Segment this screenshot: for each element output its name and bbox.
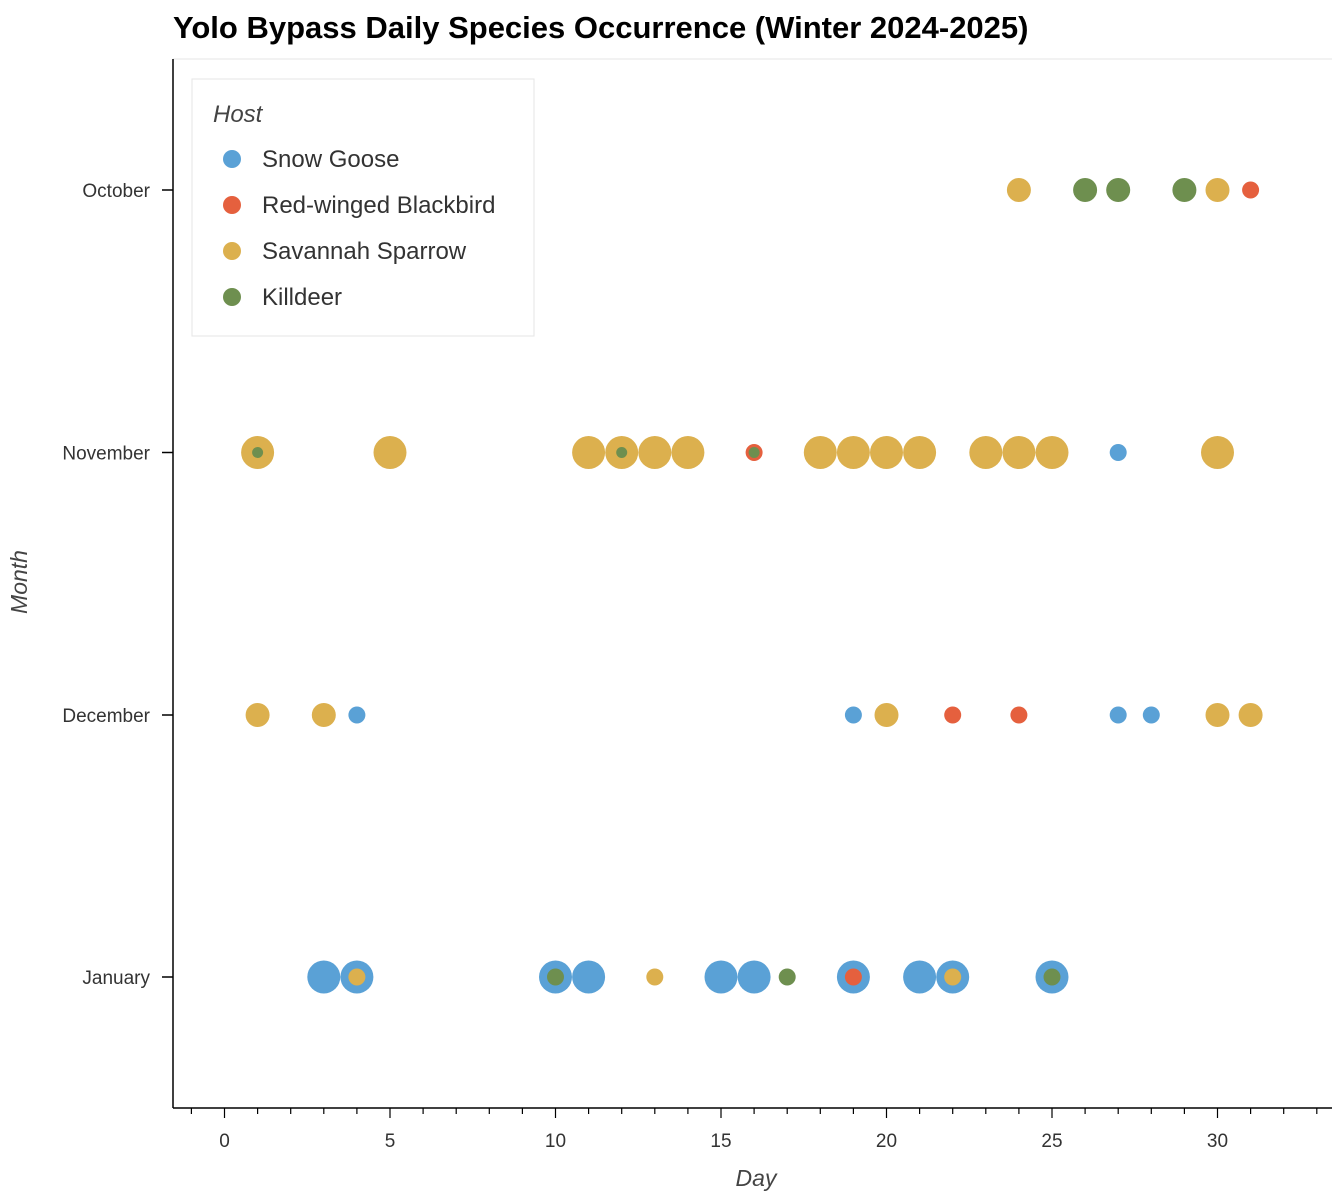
point-killdeer [748, 447, 760, 458]
legend-label-killdeer: Killdeer [262, 284, 342, 311]
y-tick-label-october: October [82, 181, 150, 202]
point-savannah-sparrow [1002, 436, 1036, 469]
x-tick-label-5: 5 [385, 1131, 396, 1152]
x-tick-label-25: 25 [1041, 1131, 1062, 1152]
y-tick-label-november: November [62, 444, 150, 465]
point-savannah-sparrow [803, 436, 837, 469]
point-savannah-sparrow [348, 968, 366, 986]
point-savannah-sparrow [944, 968, 962, 986]
legend-box [191, 78, 535, 337]
point-snow-goose [704, 960, 738, 994]
y-axis-title: Month [6, 550, 32, 614]
point-killdeer [252, 447, 264, 458]
point-red-winged-blackbird [1242, 181, 1260, 199]
point-savannah-sparrow [1238, 703, 1263, 727]
point-snow-goose [307, 960, 341, 994]
point-killdeer [1172, 178, 1197, 202]
point-savannah-sparrow [646, 968, 664, 986]
y-tick-label-december: December [62, 706, 150, 727]
point-snow-goose [572, 960, 606, 994]
legend-label-snow-goose: Snow Goose [262, 146, 399, 173]
point-killdeer [1073, 178, 1098, 202]
point-savannah-sparrow [1205, 703, 1230, 727]
point-snow-goose [1142, 706, 1160, 724]
y-tick-label-january: January [82, 968, 150, 989]
point-savannah-sparrow [311, 703, 336, 727]
point-savannah-sparrow [572, 436, 606, 469]
point-savannah-sparrow [969, 436, 1003, 469]
x-tick-label-0: 0 [219, 1131, 230, 1152]
x-axis: 0 5 10 15 20 25 30 [190, 1108, 1318, 1152]
legend-title: Host [213, 101, 264, 128]
point-savannah-sparrow [638, 436, 672, 469]
point-savannah-sparrow [1201, 436, 1234, 469]
x-axis-title: Day [736, 1165, 778, 1191]
point-snow-goose [1109, 444, 1127, 461]
point-killdeer [547, 968, 564, 986]
point-savannah-sparrow [373, 436, 407, 469]
legend-marker-savannah-sparrow [223, 242, 241, 260]
point-snow-goose [903, 960, 937, 994]
legend: Host Snow Goose Red-winged Blackbird Savan… [191, 78, 535, 337]
data-points [241, 178, 1263, 994]
legend-marker-red-winged-blackbird [223, 196, 241, 214]
y-axis: October November December January [62, 181, 173, 989]
point-killdeer [778, 968, 796, 986]
legend-label-savannah-sparrow: Savannah Sparrow [262, 238, 467, 265]
point-savannah-sparrow [1006, 178, 1031, 202]
point-snow-goose [737, 960, 771, 994]
point-savannah-sparrow [903, 436, 937, 469]
chart-title: Yolo Bypass Daily Species Occurrence (Wi… [173, 10, 1029, 45]
point-killdeer [1106, 178, 1131, 202]
point-snow-goose [348, 706, 366, 724]
point-snow-goose [1109, 706, 1127, 724]
point-red-winged-blackbird [944, 706, 962, 724]
point-savannah-sparrow [874, 703, 899, 727]
point-killdeer [616, 447, 628, 458]
point-savannah-sparrow [1205, 178, 1230, 202]
x-tick-label-20: 20 [876, 1131, 897, 1152]
legend-marker-snow-goose [223, 150, 241, 168]
x-tick-label-15: 15 [710, 1131, 731, 1152]
point-savannah-sparrow [671, 436, 705, 469]
x-tick-label-10: 10 [545, 1131, 566, 1152]
x-tick-label-30: 30 [1207, 1131, 1228, 1152]
legend-label-red-winged-blackbird: Red-winged Blackbird [262, 192, 495, 219]
point-savannah-sparrow [836, 436, 870, 469]
point-savannah-sparrow [1035, 436, 1069, 469]
point-savannah-sparrow [870, 436, 903, 469]
point-snow-goose [844, 706, 862, 724]
point-red-winged-blackbird [844, 968, 862, 986]
point-killdeer [1043, 968, 1061, 986]
legend-marker-killdeer [223, 288, 241, 306]
point-red-winged-blackbird [1010, 706, 1028, 724]
point-savannah-sparrow [245, 703, 270, 727]
